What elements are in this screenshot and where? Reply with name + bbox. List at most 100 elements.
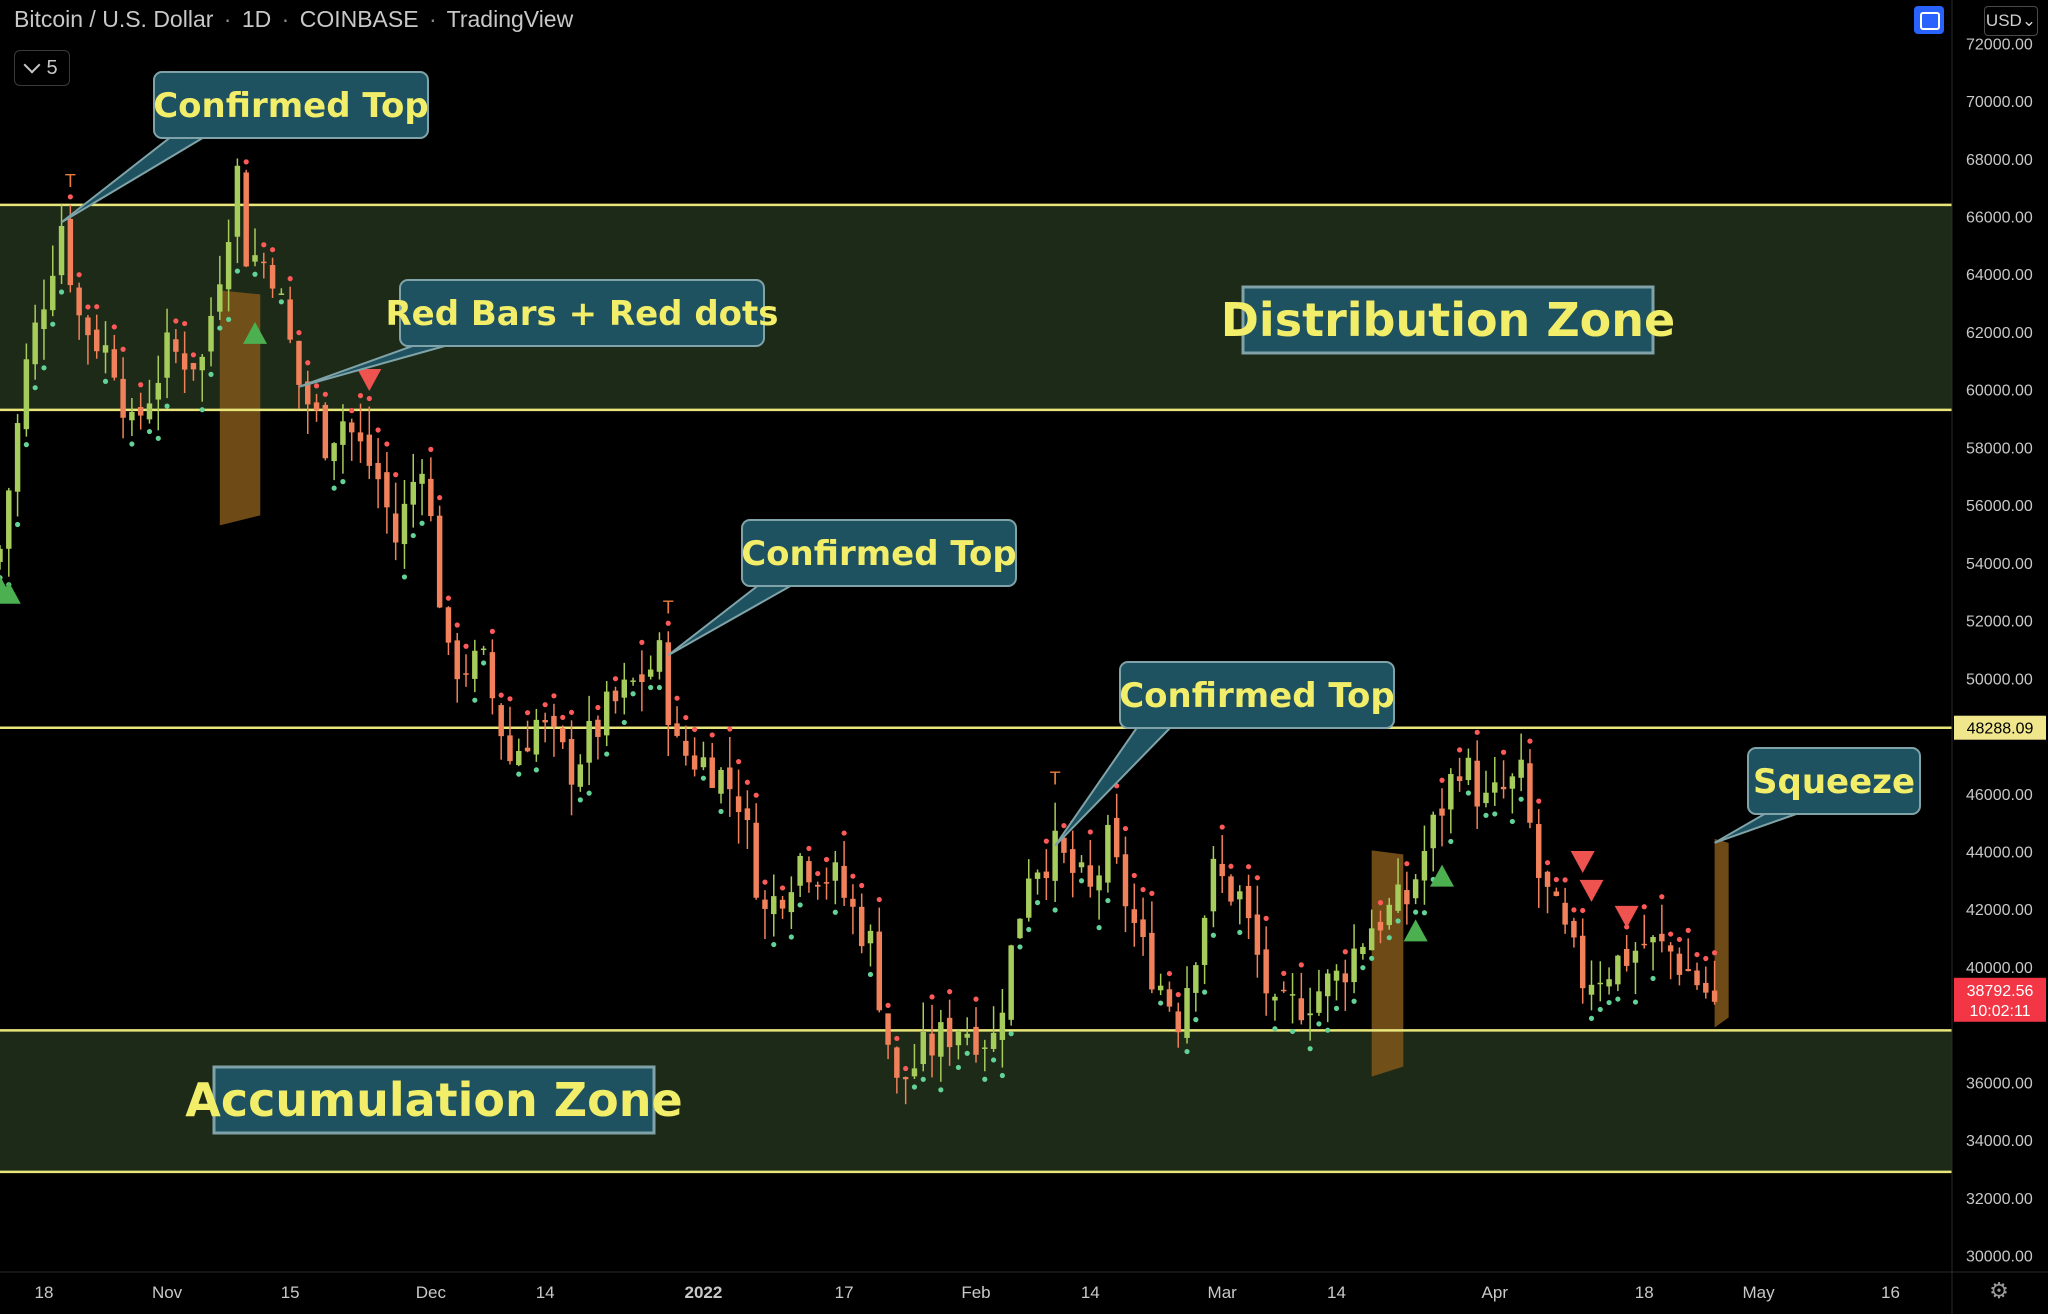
green-dot	[1210, 932, 1217, 938]
candle	[480, 645, 487, 666]
candle-body	[1351, 948, 1357, 983]
candle-body	[1439, 808, 1445, 816]
price-tick-label: 42000.00	[1966, 902, 2033, 919]
candle-body	[1641, 943, 1647, 946]
candle-body	[683, 740, 689, 756]
red-dot	[709, 732, 715, 738]
candle-body	[261, 261, 267, 264]
candle-body	[1456, 776, 1463, 782]
indicator-toggle-button[interactable]: 5	[14, 50, 70, 86]
candle	[1518, 733, 1524, 802]
red-dot	[375, 427, 381, 433]
buy-signal-triangle	[242, 321, 267, 344]
candle	[1650, 935, 1656, 982]
red-dot	[1131, 872, 1137, 879]
red-dot	[384, 441, 390, 447]
gear-icon[interactable]: ⚙	[1989, 1278, 2009, 1303]
red-dot	[1149, 890, 1155, 896]
candle	[1219, 824, 1225, 894]
candle-body	[1263, 949, 1269, 994]
green-dot	[472, 697, 478, 703]
red-dot	[612, 676, 619, 682]
candle-body	[1316, 991, 1322, 1013]
candle-body	[401, 503, 408, 545]
candle-body	[111, 349, 118, 378]
candles-layer	[0, 158, 1718, 1105]
candle	[1061, 823, 1067, 864]
candle	[806, 845, 812, 893]
chart-header: Bitcoin / U.S. Dollar · 1D · COINBASE · …	[14, 6, 574, 32]
green-dot	[938, 1087, 944, 1093]
red-dot	[67, 194, 73, 200]
candle-body	[1536, 824, 1542, 878]
red-dot	[287, 276, 293, 282]
green-dot	[920, 1076, 926, 1082]
candle-body	[23, 359, 30, 430]
candle	[6, 487, 12, 588]
green-dot	[1509, 818, 1515, 825]
green-dot	[340, 479, 346, 485]
candle-body	[50, 275, 56, 311]
candle	[982, 1039, 988, 1082]
candle-body	[287, 299, 293, 340]
candle-body	[1465, 757, 1472, 781]
candle	[199, 353, 205, 413]
green-dot	[1650, 975, 1656, 982]
candle-body	[560, 728, 566, 743]
candle-body	[1237, 891, 1243, 900]
candle-body	[577, 764, 584, 787]
candle-body	[1245, 885, 1252, 919]
candle	[41, 279, 47, 371]
candle	[1703, 955, 1709, 999]
red-dot	[841, 830, 847, 836]
candle	[647, 655, 654, 691]
candle	[894, 1035, 900, 1094]
red-dot	[1404, 861, 1410, 867]
candle	[1140, 886, 1146, 956]
callout-pointer	[1054, 725, 1175, 847]
green-dot	[604, 751, 610, 757]
callout-text: Red Bars + Red dots	[385, 294, 778, 334]
candle	[832, 850, 839, 915]
candle-body	[1500, 786, 1507, 790]
green-dot	[252, 271, 258, 277]
candle-body	[1404, 890, 1410, 905]
candle	[665, 620, 671, 757]
candle	[348, 408, 355, 461]
candle	[568, 709, 575, 816]
candle-body	[1228, 876, 1234, 902]
candle-body	[1430, 814, 1436, 849]
candle	[76, 272, 82, 340]
red-dot	[1166, 970, 1173, 977]
candle-body	[67, 218, 74, 286]
red-dot	[1219, 824, 1225, 830]
candle-body	[595, 719, 601, 737]
candle-body	[1184, 988, 1190, 1038]
candle-body	[1281, 989, 1287, 992]
green-dot	[533, 767, 539, 773]
red-dot	[454, 622, 460, 628]
candle	[1307, 987, 1313, 1052]
candle	[472, 639, 478, 703]
red-dot	[885, 1002, 891, 1008]
candle	[762, 879, 768, 940]
candle	[419, 459, 425, 526]
symbol-title[interactable]: Bitcoin / U.S. Dollar	[14, 6, 214, 32]
callout-pointer	[1714, 811, 1803, 844]
candle-body	[867, 930, 874, 944]
candle-body	[990, 1032, 997, 1049]
candle	[340, 404, 346, 485]
currency-select[interactable]: USD ⌄	[1984, 6, 2038, 36]
candle	[164, 308, 170, 409]
callout: Confirmed Top	[1054, 661, 1395, 847]
green-dot	[718, 808, 724, 815]
candle	[287, 276, 293, 344]
candle-body	[1360, 946, 1366, 954]
green-dot	[1597, 1006, 1603, 1013]
level-price-text: 48288.09	[1967, 721, 2034, 738]
candle-body	[392, 513, 399, 543]
screenshot-icon[interactable]	[1914, 6, 1944, 34]
interval-label[interactable]: 1D	[241, 6, 272, 32]
candle	[1342, 949, 1349, 1011]
